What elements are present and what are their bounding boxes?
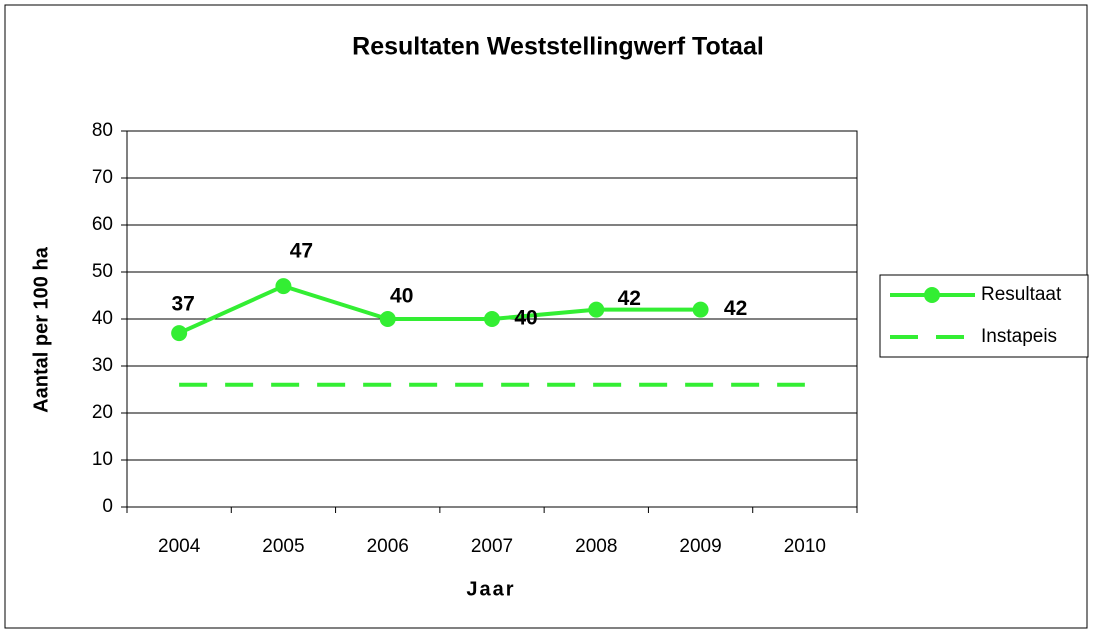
legend-label: Instapeis xyxy=(981,326,1057,347)
data-label: 37 xyxy=(171,293,194,316)
marker xyxy=(484,311,500,327)
x-tick-label: 2005 xyxy=(262,536,304,557)
x-tick-label: 2006 xyxy=(367,536,409,557)
data-label: 47 xyxy=(290,240,313,263)
y-tick-label: 20 xyxy=(92,402,113,423)
x-tick-label: 2004 xyxy=(158,536,201,557)
series-line xyxy=(178,283,701,335)
y-tick-label: 10 xyxy=(92,449,113,470)
chart-title: Resultaten Weststellingwerf Totaal xyxy=(352,33,764,61)
y-tick-label: 50 xyxy=(92,261,113,282)
x-tick-label: 2009 xyxy=(679,536,721,557)
marker xyxy=(692,301,709,318)
plot-area xyxy=(126,130,858,508)
legend-label: Resultaat xyxy=(981,284,1062,305)
y-axis-label: Aantal per 100 ha xyxy=(30,246,52,413)
y-tick-label: 80 xyxy=(92,120,113,141)
y-tick-label: 60 xyxy=(92,214,113,235)
marker xyxy=(275,278,292,295)
y-tick-label: 30 xyxy=(92,355,113,376)
legend-marker xyxy=(924,287,940,303)
legend xyxy=(879,274,1089,358)
x-axis-label: Jaar xyxy=(466,578,515,600)
marker xyxy=(588,301,605,318)
data-label: 40 xyxy=(514,307,537,330)
x-tick-label: 2010 xyxy=(784,536,826,557)
data-label: 42 xyxy=(724,297,747,320)
y-tick-label: 0 xyxy=(102,496,113,517)
marker xyxy=(171,325,188,342)
data-label: 40 xyxy=(390,285,413,308)
data-label: 42 xyxy=(618,287,641,310)
marker xyxy=(379,311,396,327)
x-tick-label: 2007 xyxy=(471,536,513,557)
y-tick-label: 40 xyxy=(92,308,113,329)
x-tick-label: 2008 xyxy=(575,536,617,557)
y-tick-label: 70 xyxy=(92,167,113,188)
